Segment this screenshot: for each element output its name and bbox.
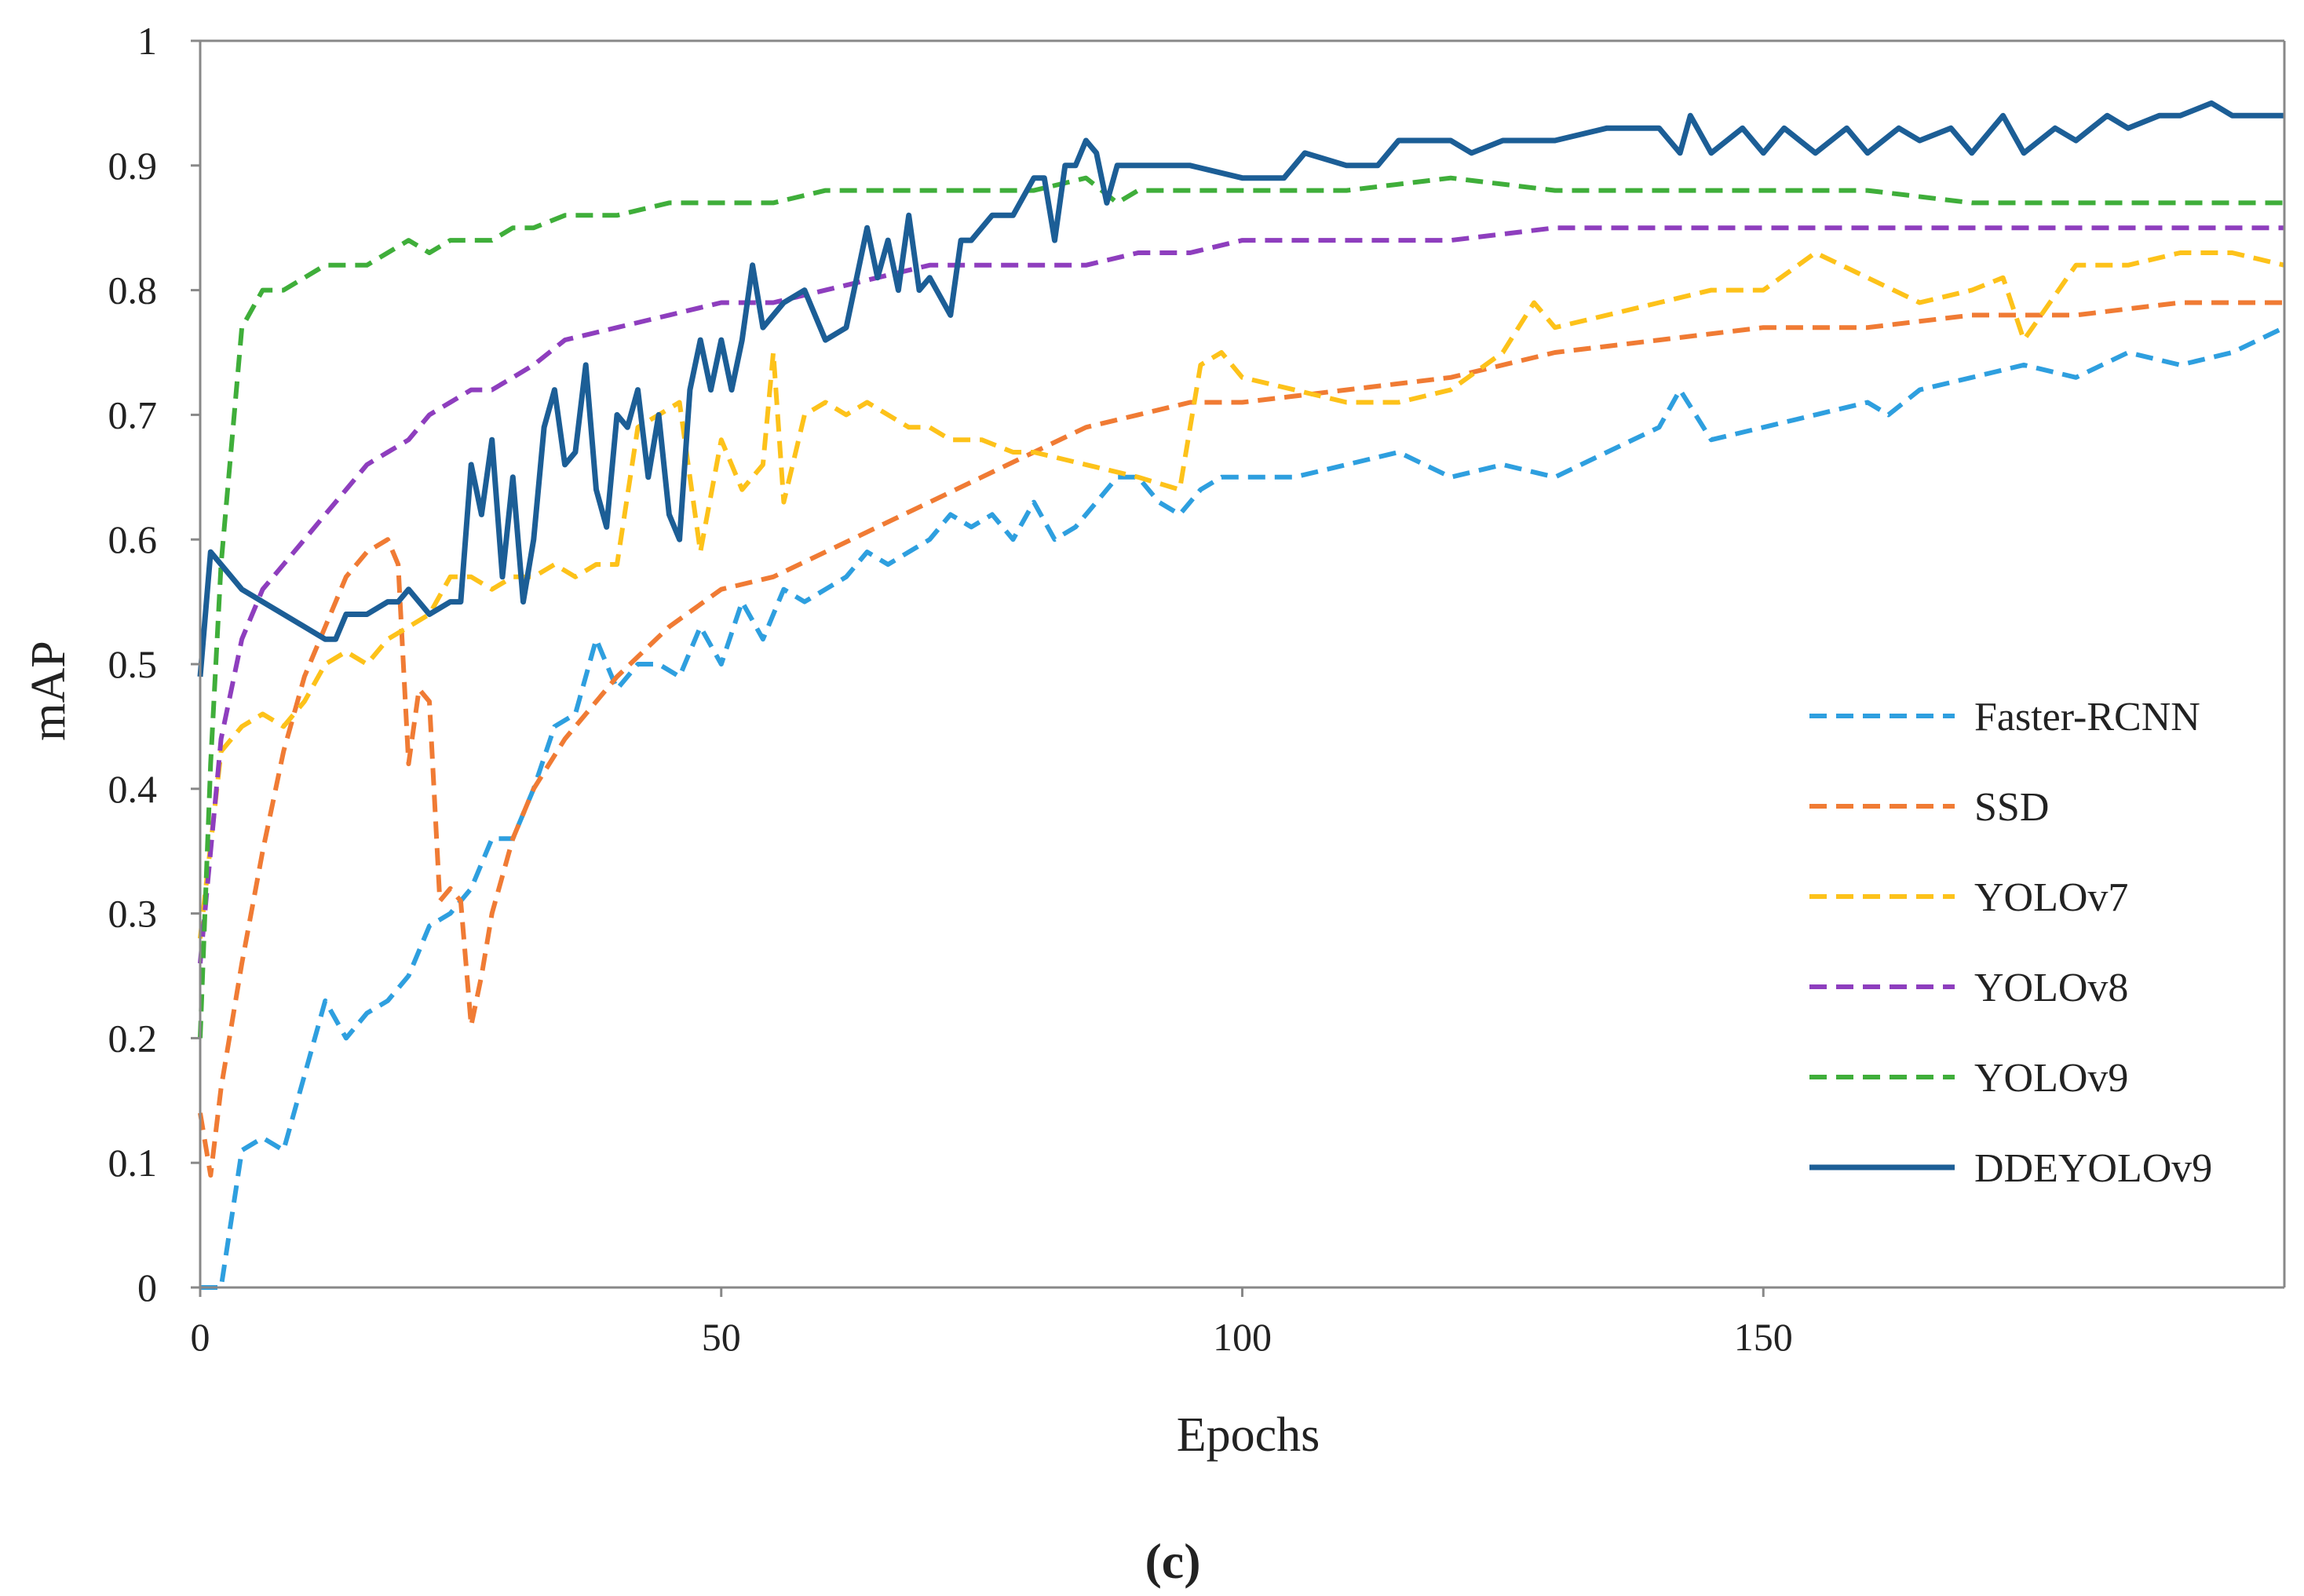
legend-label-yolov9: YOLOv9 — [1974, 1056, 2128, 1101]
legend-label-ddeyolov9: DDEYOLOv9 — [1974, 1146, 2212, 1191]
series-line-ssd — [198, 300, 2284, 1178]
y-tick-label: 0.6 — [108, 517, 158, 561]
x-tick-label: 50 — [702, 1315, 741, 1359]
y-tick-label: 0 — [137, 1265, 157, 1309]
legend: Faster-RCNN SSD YOLOv7 YOLOv8 YOLOv9 DDEYOLOv… — [1809, 695, 2212, 1191]
y-tick-label: 0.5 — [108, 642, 158, 686]
figure-caption: (c) — [1145, 1533, 1200, 1589]
y-tick-label: 0.4 — [108, 767, 158, 811]
y-tick-label: 0.9 — [108, 144, 158, 188]
series-line-yolov7 — [198, 250, 2285, 939]
x-axis-title: Epochs — [1177, 1408, 1320, 1462]
legend-label-faster-rcnn: Faster-RCNN — [1974, 695, 2200, 740]
x-tick-label: 100 — [1213, 1315, 1272, 1359]
y-tick-label: 1 — [137, 19, 157, 63]
y-tick-label: 0.1 — [108, 1141, 158, 1185]
series-layer — [197, 100, 2286, 1290]
series-line-faster-rcnn — [200, 325, 2286, 1290]
y-tick-label: 0.3 — [108, 892, 158, 936]
y-tick-label: 0.7 — [108, 393, 158, 436]
series-line-yolov9 — [198, 175, 2284, 1039]
series-line-ddeyolov9 — [197, 100, 2284, 677]
y-tick-label: 0.2 — [108, 1016, 158, 1060]
legend-label-yolov7: YOLOv7 — [1974, 875, 2128, 920]
legend-label-yolov8: YOLOv8 — [1974, 966, 2128, 1010]
axes-layer: 0 0.1 0.2 0.3 0.4 0.5 0.6 0.7 0.8 0.9 1 0 50 100 150 — [108, 19, 2286, 1359]
x-tick-label: 0 — [191, 1315, 210, 1359]
y-axis-title: mAP — [22, 641, 75, 740]
legend-label-ssd: SSD — [1974, 785, 2049, 830]
y-tick-label: 0.8 — [108, 268, 158, 312]
x-tick-label: 150 — [1734, 1315, 1793, 1359]
